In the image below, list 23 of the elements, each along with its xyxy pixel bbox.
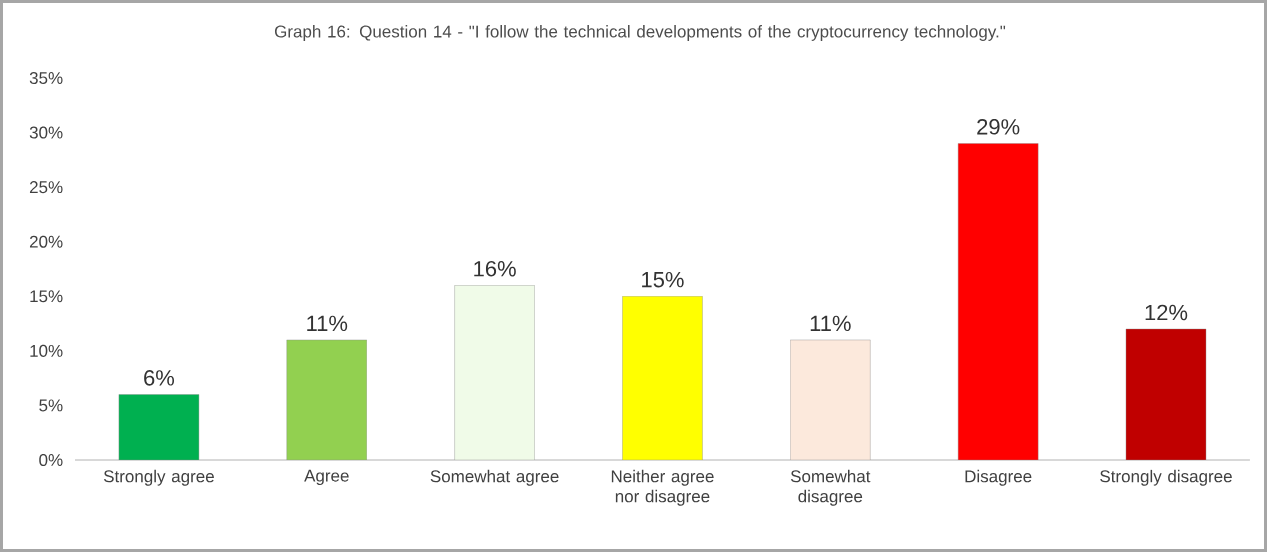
data-label: 12% [1145, 304, 1188, 321]
y-tick-label: 30% [29, 126, 63, 139]
x-tick-label: Agree [304, 469, 349, 486]
y-tick-label: 10% [30, 344, 63, 357]
data-label: 16% [474, 260, 516, 277]
y-tick-label: 35% [29, 71, 63, 85]
data-label: 6% [144, 370, 175, 386]
x-tick-label: Somewhat agree [430, 469, 559, 486]
y-tick-label: 5% [39, 399, 63, 412]
x-tick-label: Strongly disagree [1100, 469, 1232, 486]
data-label: 15% [642, 271, 684, 288]
x-tick-label: Disagree [965, 469, 1032, 486]
y-tick-label: 15% [30, 290, 63, 303]
x-tick-label: Strongly agree [103, 469, 214, 486]
data-label: 29% [977, 119, 1020, 135]
x-tick-label: Neither agree nor disagree [611, 469, 714, 506]
x-tick-label: Somewhat disagree [790, 469, 871, 506]
chart-title: Graph 16: Question 14 - "I follow the technical developments of the cryptocurrency technology." [274, 25, 1006, 41]
y-tick-label: 20% [29, 235, 63, 248]
data-label: 11% [307, 315, 348, 332]
data-label: 11% [810, 315, 851, 332]
y-tick-label: 0% [39, 453, 63, 467]
y-tick-label: 25% [29, 181, 63, 194]
